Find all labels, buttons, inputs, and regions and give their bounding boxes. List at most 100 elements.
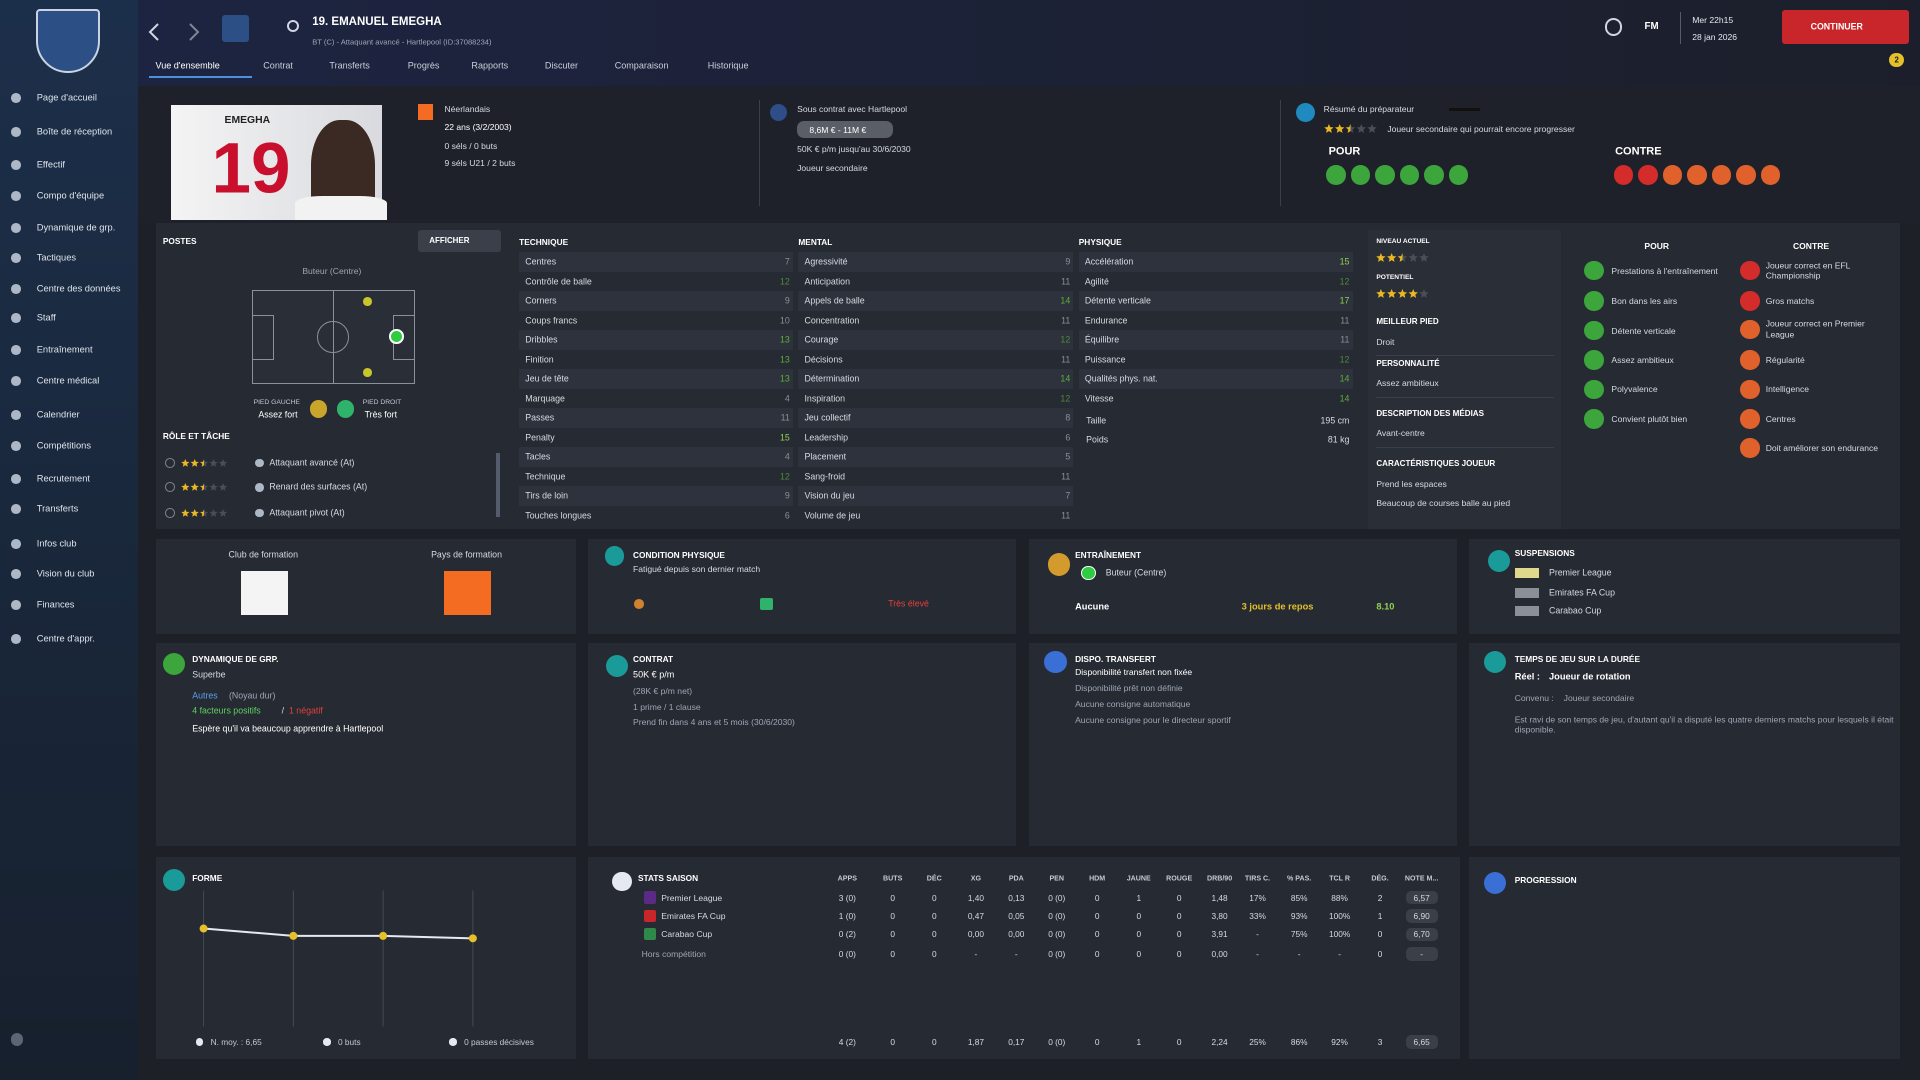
pro-icon [1584, 408, 1605, 429]
profile-strip [138, 85, 1920, 223]
nav-icon [11, 345, 21, 356]
active-tab-underline [149, 75, 253, 79]
attribute-name: Touches longues [525, 510, 592, 521]
tab[interactable]: Comparaison [614, 60, 669, 71]
tab[interactable]: Vue d'ensemble [155, 60, 220, 71]
con-icon [1736, 165, 1756, 185]
role-name[interactable]: Renard des surfaces (At) [269, 482, 368, 493]
show-button[interactable] [417, 230, 501, 253]
stats-cell: 100% [1328, 929, 1351, 940]
competition-icon [644, 928, 657, 941]
summary-line: Avant-centre [1376, 428, 1425, 439]
summary-line: Droit [1376, 336, 1395, 347]
role-name[interactable]: Attaquant avancé (At) [269, 457, 355, 468]
nav-item[interactable]: Dynamique de grp. [36, 222, 116, 233]
star [190, 483, 200, 491]
panel-title[interactable]: TEMPS DE JEU SUR LA DURÉE [1514, 653, 1641, 664]
stats-header: HDM [1089, 874, 1106, 883]
stats-header: ROUGE [1166, 874, 1193, 883]
trait-con: Joueur correct en Premier League [1765, 319, 1865, 340]
attribute-value: 12 [780, 471, 790, 482]
attribute-name: Placement [804, 451, 847, 462]
tab[interactable]: Progrès [407, 60, 440, 71]
pro-icon [1326, 165, 1346, 185]
panel-title[interactable]: PROGRESSION [1514, 875, 1577, 886]
trait-con: Intelligence [1765, 384, 1810, 395]
summary-title: PERSONNALITÉ [1376, 358, 1440, 368]
nav-item[interactable]: Centre des données [36, 283, 121, 294]
tab[interactable]: Discuter [544, 60, 579, 71]
nav-item[interactable]: Infos club [36, 538, 77, 549]
stats-header: TCL R [1329, 874, 1350, 883]
transfer-line: Disponibilité prêt non définie [1075, 683, 1183, 694]
dynamics-group: Autres [192, 690, 218, 701]
tab[interactable]: Rapports [471, 60, 509, 71]
formation-label: Pays de formation [431, 549, 502, 560]
attribute-name: Vision du jeu [804, 490, 855, 501]
nav-item[interactable]: Tactiques [36, 252, 77, 263]
nav-item[interactable]: Compo d'équipe [36, 190, 105, 201]
continue-button[interactable] [1781, 9, 1909, 45]
star [1323, 123, 1334, 133]
stats-cell: 0 [890, 948, 895, 959]
attribute-name: Puissance [1084, 354, 1126, 365]
tab[interactable]: Transferts [329, 60, 370, 71]
pro-icon [1584, 260, 1605, 281]
nav-item[interactable]: Centre d'appr. [36, 633, 95, 644]
trait-pro: Assez ambitieux [1611, 354, 1674, 365]
bio-caps: 0 séls / 0 buts [444, 140, 498, 151]
panel-title[interactable]: DYNAMIQUE DE GRP. [192, 653, 279, 664]
nav-item[interactable]: Effectif [36, 159, 65, 170]
panel-title[interactable]: FORME [192, 872, 223, 883]
role-name[interactable]: Attaquant pivot (At) [269, 507, 345, 518]
panel-title[interactable]: ENTRAÎNEMENT [1075, 549, 1142, 560]
stats-header: PDA [1008, 874, 1024, 883]
trait-pro: Prestations à l'entraînement [1611, 265, 1718, 276]
nav-item[interactable]: Finances [36, 599, 75, 610]
stats-cell: 75% [1290, 929, 1308, 940]
nav-item[interactable]: Vision du club [36, 568, 95, 579]
attribute-row [519, 486, 794, 506]
attribute-name: Agressivité [804, 256, 848, 267]
panel-title[interactable]: STATS SAISON [637, 872, 699, 883]
nav-item[interactable]: Transferts [36, 503, 79, 514]
continue-label[interactable]: CONTINUER [1810, 21, 1863, 32]
info-panel [1469, 642, 1901, 847]
stats-competition: Premier League [661, 892, 723, 903]
attribute-value: 11 [1340, 334, 1350, 345]
nav-item[interactable]: Page d'accueil [36, 92, 97, 103]
nav-icon [11, 253, 21, 264]
section-title[interactable]: POSTES [162, 236, 197, 247]
stats-cell: 3,80 [1211, 910, 1228, 921]
attribute-row [519, 291, 794, 311]
summary-title: CARACTÉRISTIQUES JOUEUR [1376, 459, 1496, 469]
dynamics-text: Espère qu'il va beaucoup apprendre à Har… [192, 723, 384, 734]
pro-icon [1375, 165, 1395, 185]
nav-item[interactable]: Entraînement [36, 344, 93, 355]
star [1419, 253, 1429, 263]
tab[interactable]: Historique [707, 60, 749, 71]
attribute-value: 15 [1339, 256, 1350, 267]
show-button-label[interactable]: AFFICHER [429, 236, 470, 246]
nav-item[interactable]: Compétitions [36, 440, 91, 451]
stats-cell: 1,48 [1211, 892, 1228, 903]
nav-item[interactable]: Recrutement [36, 473, 90, 484]
panel-title[interactable]: DISPO. TRANSFERT [1075, 653, 1156, 664]
attribute-name: Volume de jeu [804, 510, 861, 521]
attribute-name: Jeu collectif [804, 412, 851, 423]
nav-item[interactable]: Boîte de réception [36, 126, 113, 137]
panel-title[interactable]: CONDITION PHYSIQUE [633, 549, 725, 560]
stats-cell: 0 [1136, 929, 1142, 940]
attribute-value: 12 [1060, 393, 1071, 404]
panel-title[interactable]: CONTRAT [633, 653, 674, 664]
nav-item[interactable]: Staff [36, 312, 56, 323]
attribute-value: 11 [1061, 354, 1071, 365]
con-icon [1760, 165, 1781, 185]
nav-item[interactable]: Calendrier [36, 409, 80, 420]
attribute-name: Penalty [525, 432, 555, 443]
attribute-name: Sang-froid [804, 471, 846, 482]
nav-item[interactable]: Centre médical [36, 375, 100, 386]
summary-panel [1367, 230, 1562, 529]
tab[interactable]: Contrat [263, 60, 293, 71]
